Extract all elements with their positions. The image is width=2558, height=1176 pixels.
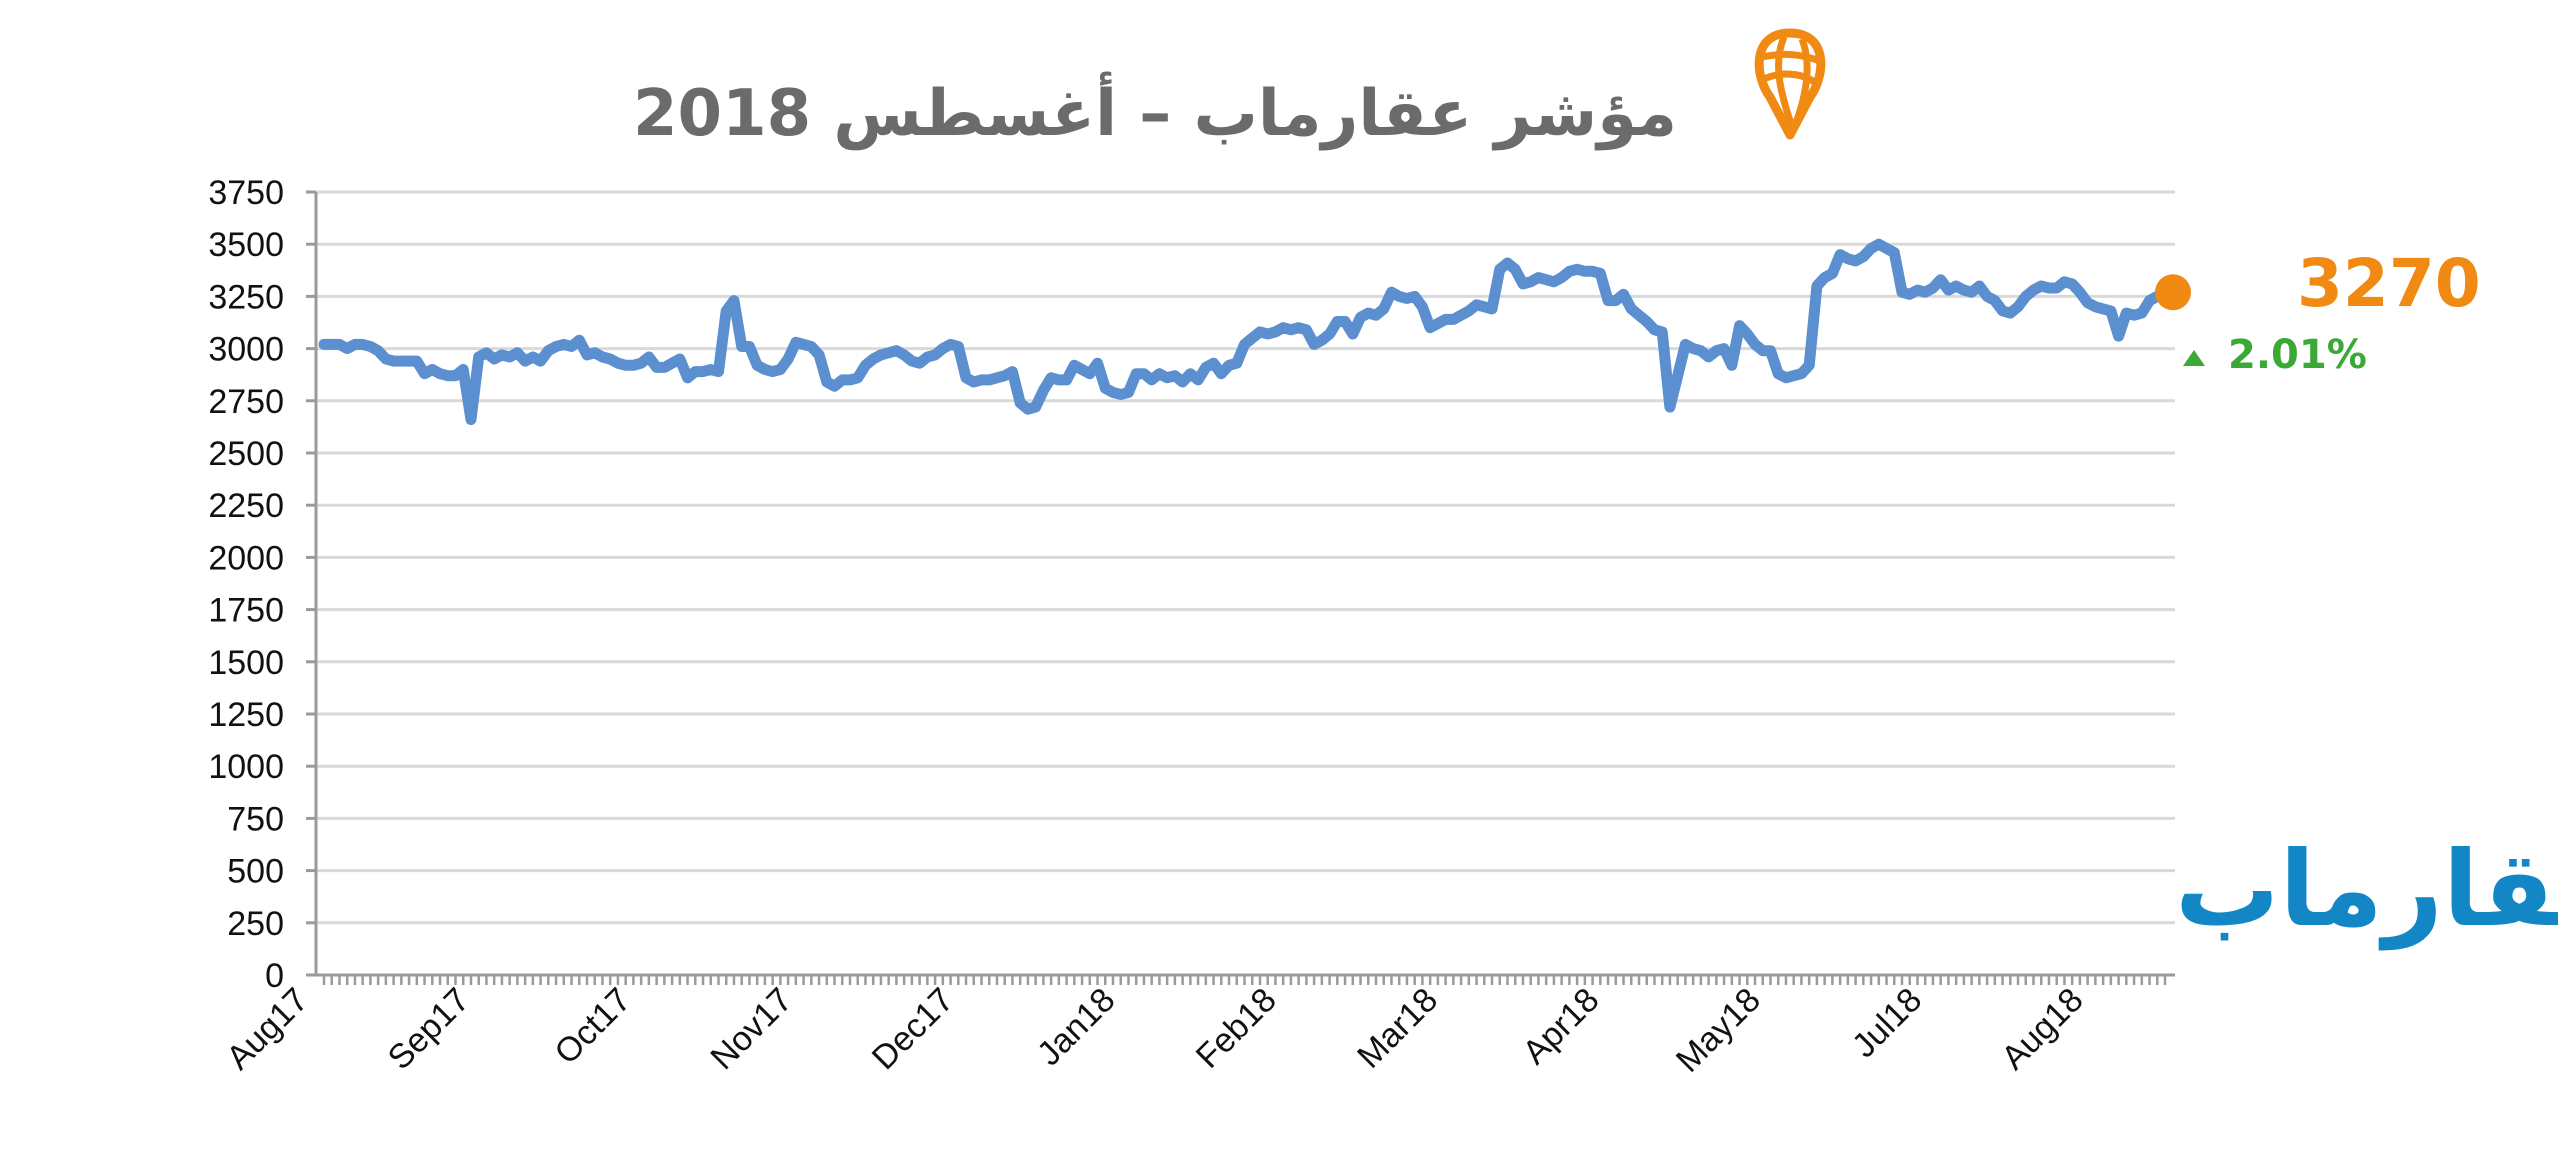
x-tick-label: Feb18 xyxy=(1189,981,1284,1076)
current-value-point xyxy=(2155,274,2191,311)
y-tick-label: 3750 xyxy=(208,174,284,212)
x-tick-label: Sep17 xyxy=(381,981,477,1077)
x-tick-label: Aug18 xyxy=(1994,981,2090,1077)
y-tick-label: 750 xyxy=(227,800,284,838)
y-tick-label: 1750 xyxy=(208,592,284,630)
y-axis: 0 250 500 750 1000 1250 1500 1750 2000 2250 2500 27… xyxy=(208,174,318,995)
y-tick-label: 1000 xyxy=(208,748,284,786)
y-tick-label: 3500 xyxy=(208,226,284,264)
current-value-label: 3270 xyxy=(2297,245,2481,322)
y-tick-label: 2250 xyxy=(208,487,284,525)
y-tick-label: 1500 xyxy=(208,644,284,682)
x-tick-label: Jan18 xyxy=(1030,981,1122,1073)
grid-layer xyxy=(316,190,2175,925)
y-tick-label: 500 xyxy=(227,853,284,891)
y-tick-label: 3250 xyxy=(208,278,284,316)
x-tick-label: Apr18 xyxy=(1516,981,1607,1072)
chart-title: مؤشر عقارماب – أغسطس 2018 xyxy=(633,71,1677,151)
y-tick-label: 3000 xyxy=(208,331,284,369)
x-axis: Aug17 Sep17 Oct17 Nov17 Dec17 Jan18 Feb18 Mar18… xyxy=(219,973,2175,1080)
brand-logo-text: عقارماب xyxy=(2175,828,2558,950)
x-tick-label: May18 xyxy=(1669,981,1768,1080)
x-tick-label: Dec17 xyxy=(865,981,961,1077)
x-tick-label: Jul18 xyxy=(1845,981,1929,1065)
y-tick-label: 250 xyxy=(227,905,284,943)
x-tick-label: Aug17 xyxy=(219,981,315,1077)
y-tick-label: 1250 xyxy=(208,696,284,734)
change-percent-label: 2.01% xyxy=(2228,332,2367,378)
y-tick-label: 2500 xyxy=(208,435,284,473)
y-tick-label: 2000 xyxy=(208,539,284,577)
series-line xyxy=(318,238,2171,426)
y-tick-label: 0 xyxy=(265,957,284,995)
x-tick-label: Mar18 xyxy=(1350,981,1445,1076)
up-arrow-icon xyxy=(2183,350,2205,366)
x-tick-label: Oct17 xyxy=(547,981,638,1072)
y-tick-label: 2750 xyxy=(208,383,284,421)
map-pin-globe-icon xyxy=(1754,28,1826,140)
x-tick-label: Nov17 xyxy=(703,981,799,1077)
